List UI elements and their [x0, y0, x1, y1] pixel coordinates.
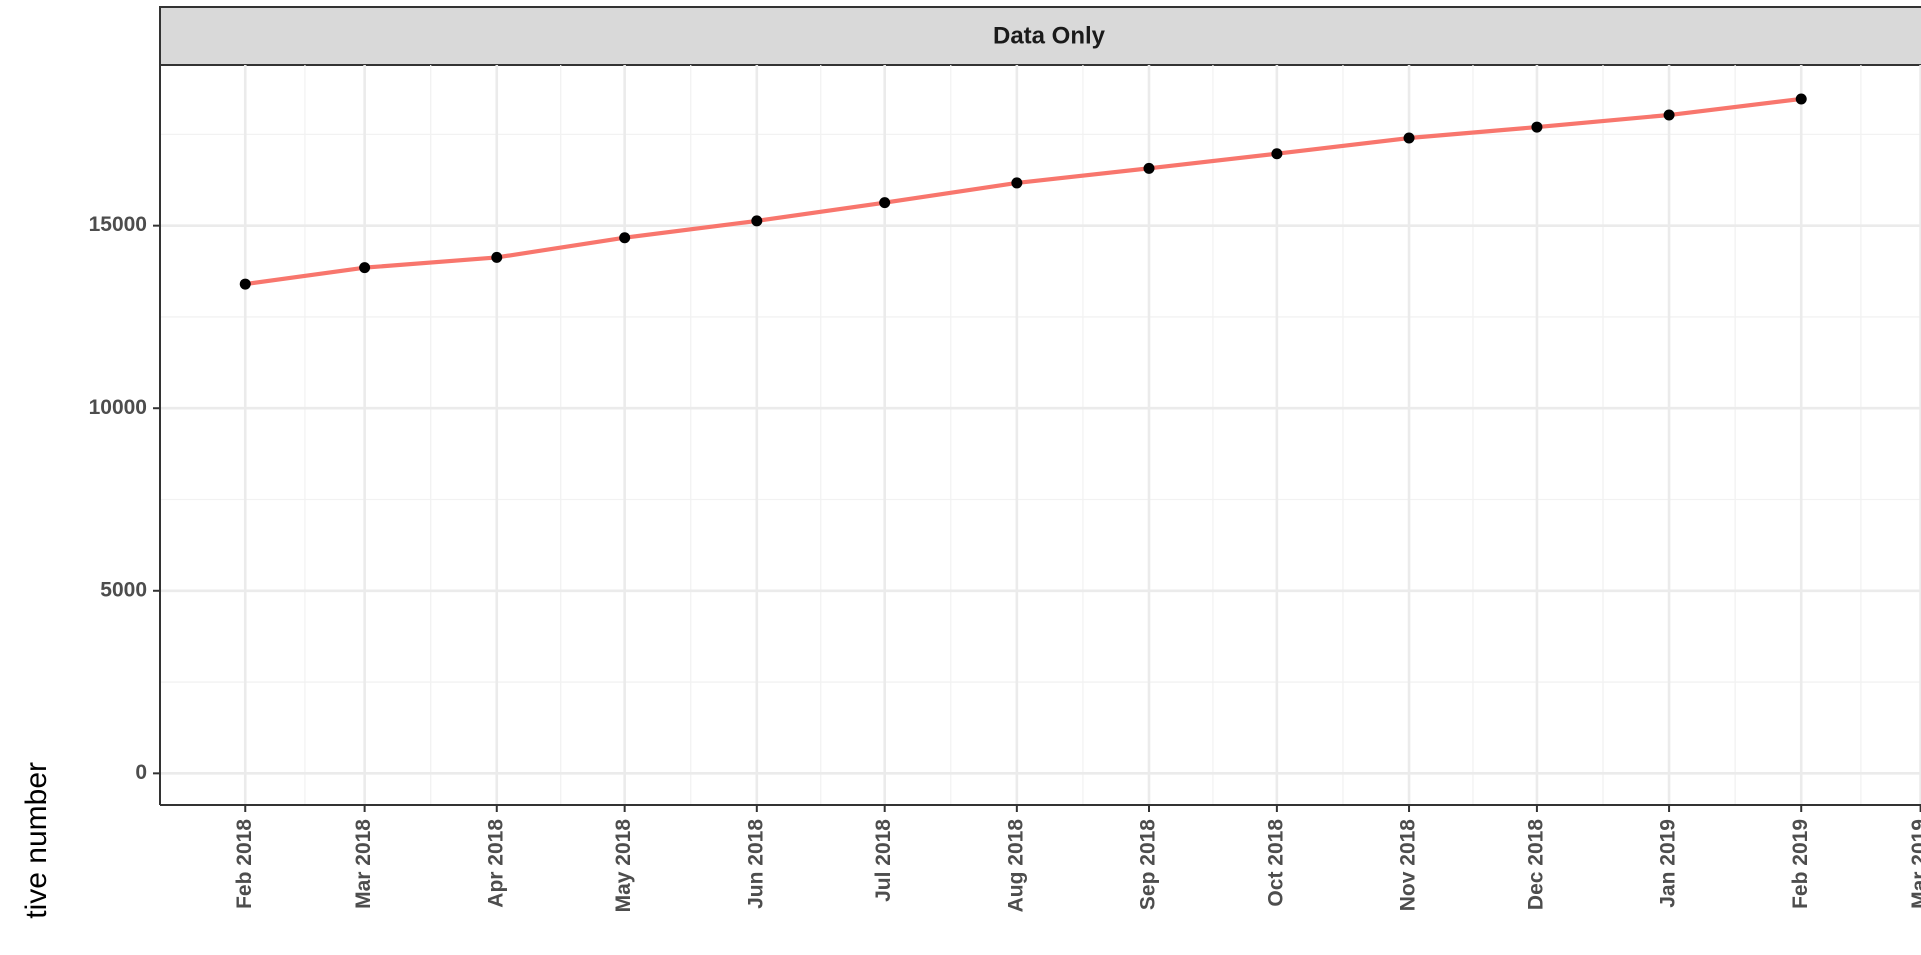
grid: [160, 65, 1921, 805]
x-tick-label: Oct 2018: [1264, 819, 1287, 907]
y-tick-label: 0: [135, 761, 147, 784]
x-tick-label: Apr 2018: [484, 819, 507, 908]
x-tick-label: Mar 2018: [352, 819, 375, 909]
data-point: [1403, 132, 1415, 144]
x-tick-label: Jun 2018: [744, 819, 767, 909]
facet-title: Data Only: [993, 22, 1106, 49]
x-tick-label: Aug 2018: [1004, 819, 1027, 913]
data-point: [879, 197, 891, 209]
x-tick-label: Dec 2018: [1524, 819, 1547, 910]
y-axis-label: tive number: [20, 762, 53, 919]
data-point: [1271, 148, 1283, 160]
x-tick-label: Mar 2019: [1908, 819, 1921, 909]
y-tick-label: 15000: [89, 213, 147, 236]
data-point: [239, 278, 251, 290]
data-point: [1143, 162, 1155, 174]
y-tick-label: 10000: [89, 396, 147, 419]
data-point: [491, 251, 503, 263]
data-line: [244, 96, 1802, 287]
data-point: [1663, 109, 1675, 121]
data-point: [751, 215, 763, 227]
x-tick-label: Sep 2018: [1137, 819, 1160, 910]
x-tick-label: Nov 2018: [1397, 819, 1420, 912]
x-tick-label: Jul 2018: [872, 819, 895, 902]
data-point: [1795, 93, 1807, 105]
data-point: [619, 232, 631, 244]
y-tick-label: 5000: [100, 578, 147, 601]
x-tick-label: Feb 2018: [233, 819, 256, 909]
x-tick-label: May 2018: [612, 819, 635, 913]
x-tick-label: Jan 2019: [1657, 819, 1680, 908]
data-point: [1011, 177, 1023, 189]
data-point: [359, 262, 371, 274]
data-point: [1531, 121, 1543, 133]
x-tick-label: Feb 2019: [1789, 819, 1812, 909]
facet-strip: [159, 6, 1921, 66]
